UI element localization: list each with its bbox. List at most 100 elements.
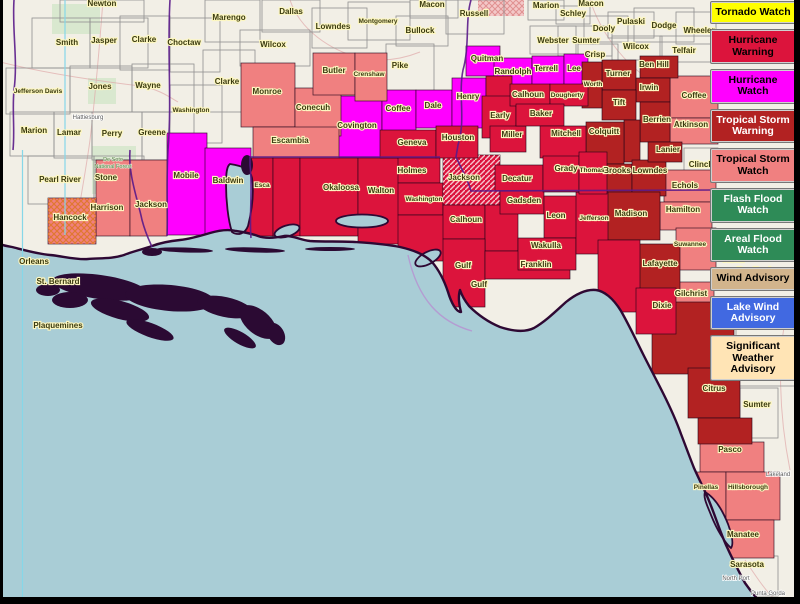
county-label: Sarasota <box>730 560 764 569</box>
state-borders <box>12 0 717 248</box>
county-shape[interactable] <box>204 0 261 43</box>
legend-item: Lake Wind Advisory <box>710 295 796 331</box>
county-label: Marion <box>21 126 47 135</box>
county-shape[interactable] <box>337 95 383 159</box>
county-shape[interactable] <box>725 471 781 521</box>
county-shape[interactable] <box>261 0 321 33</box>
county-shape[interactable] <box>354 52 388 102</box>
legend-item: Tornado Watch <box>710 0 796 25</box>
county-shape[interactable] <box>647 141 683 163</box>
county-shape[interactable] <box>166 132 208 236</box>
county-shape[interactable] <box>415 89 453 129</box>
county-shape[interactable] <box>347 1 411 41</box>
county-shape[interactable] <box>129 159 168 237</box>
county-label: Early <box>490 111 510 120</box>
county-label: Dallas <box>279 7 303 16</box>
county-shape[interactable] <box>635 287 677 335</box>
county-label: Tift <box>613 98 626 107</box>
county-shape[interactable] <box>542 155 580 193</box>
county-shape[interactable] <box>583 15 629 43</box>
county-shape[interactable] <box>357 157 401 245</box>
county-label: Atkinson <box>674 120 708 129</box>
county-label: Covington <box>337 121 377 130</box>
county-label: Colquitt <box>589 127 620 136</box>
county-shape[interactable] <box>531 55 565 87</box>
city-label: North Port <box>722 576 750 582</box>
county-label: Ben Hill <box>639 60 669 69</box>
county-label: Okaloosa <box>323 183 360 192</box>
county-shape[interactable] <box>539 125 587 159</box>
county-label: Gulf <box>471 280 487 289</box>
county-label: Orleans <box>19 257 49 266</box>
legend-item: Hurricane Watch <box>710 68 796 104</box>
county-shape[interactable] <box>397 154 441 184</box>
county-shape[interactable] <box>639 101 671 143</box>
county-label: Lowndes <box>316 22 351 31</box>
county-shape[interactable] <box>578 151 608 195</box>
county-label: Gulf <box>455 261 471 270</box>
county-shape[interactable] <box>675 11 717 45</box>
county-shape[interactable] <box>89 17 149 69</box>
county-shape[interactable] <box>409 0 459 19</box>
county-shape[interactable] <box>485 75 513 99</box>
county-shape[interactable] <box>623 119 641 163</box>
county-shape[interactable] <box>252 126 340 162</box>
county-shape[interactable] <box>611 35 663 61</box>
county-label: Macon <box>419 0 444 9</box>
county-shape[interactable] <box>379 129 437 159</box>
county-shape[interactable] <box>489 125 527 153</box>
county-shape[interactable] <box>529 25 577 55</box>
county-label: Crisp <box>585 50 606 59</box>
county-shape[interactable] <box>605 191 661 241</box>
county-label: Hamilton <box>666 205 700 214</box>
delta-marsh <box>36 155 355 349</box>
county-label: Sumter <box>743 400 771 409</box>
county-shape[interactable] <box>312 52 356 96</box>
legend-item: Wind Advisory <box>710 267 796 291</box>
county-label: Lowndes <box>633 166 668 175</box>
county-shape[interactable] <box>663 169 717 203</box>
county-shape[interactable] <box>95 159 131 237</box>
county-label: Gadsden <box>507 196 541 205</box>
county-label: Pulaski <box>617 17 645 26</box>
frame-bottom <box>0 597 800 604</box>
frame-left <box>0 0 3 604</box>
county-shape[interactable] <box>633 7 695 43</box>
county-shape[interactable] <box>607 11 655 39</box>
county-shape[interactable] <box>381 89 417 133</box>
county-shape[interactable] <box>169 17 221 73</box>
county-label: Calhoun <box>512 90 544 99</box>
legend-item: Flash Flood Watch <box>710 187 796 223</box>
county-shape[interactable] <box>272 157 301 237</box>
county-label: Thomas <box>580 167 605 174</box>
county-shape[interactable] <box>59 0 145 23</box>
county-label: Holmes <box>398 166 427 175</box>
county-shape[interactable] <box>517 237 577 271</box>
county-shape[interactable] <box>675 227 717 271</box>
county-shape[interactable] <box>597 239 641 313</box>
county-shape[interactable] <box>451 77 487 129</box>
county-shape[interactable] <box>494 164 544 192</box>
county-shape[interactable] <box>445 0 505 35</box>
county-shape[interactable] <box>549 83 589 107</box>
county-label: Harrison <box>91 203 124 212</box>
county-shape[interactable] <box>697 417 753 445</box>
county-label: Wayne <box>135 81 161 90</box>
county-shape[interactable] <box>555 5 591 25</box>
county-label: Dodge <box>652 21 677 30</box>
county-shape[interactable] <box>637 243 681 293</box>
county-label: Webster <box>537 36 568 45</box>
bays <box>225 163 734 550</box>
county-shape[interactable] <box>527 0 565 21</box>
county-label: Mobile <box>173 171 199 180</box>
county-label: Calhoun <box>450 215 482 224</box>
county-label: Pearl River <box>39 175 81 184</box>
county-shape[interactable] <box>240 62 296 128</box>
county-shape[interactable] <box>311 7 368 49</box>
county-label: Decatur <box>502 174 532 183</box>
county-shape[interactable] <box>442 204 486 240</box>
county-shape[interactable] <box>395 15 449 47</box>
county-label: Gilchrist <box>675 289 708 298</box>
county-shape[interactable] <box>669 117 719 145</box>
